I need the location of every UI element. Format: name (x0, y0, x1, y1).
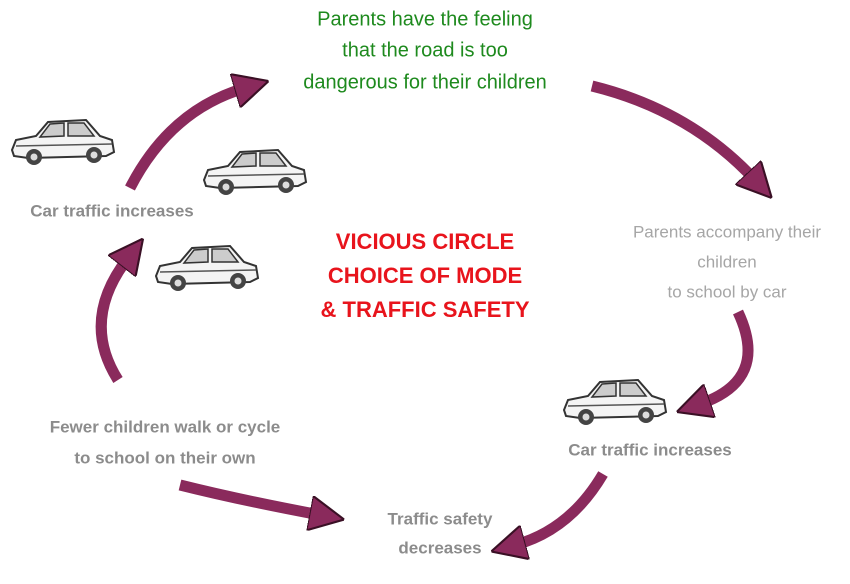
node: Parents have the feeling that the road i… (303, 8, 546, 93)
arrow (700, 309, 754, 404)
car (11, 119, 115, 166)
node-line: Traffic safety (388, 509, 493, 528)
node-line: that the road is too (342, 39, 508, 61)
car (155, 245, 259, 292)
arrow (125, 88, 245, 191)
arrows (95, 80, 755, 545)
arrow (178, 479, 320, 515)
node-line: decreases (398, 538, 481, 557)
car (563, 379, 667, 426)
node: Traffic safety decreases (388, 509, 493, 557)
node: Parents accompany their children to scho… (633, 222, 821, 301)
arrow (515, 471, 608, 545)
node-line: children (697, 252, 757, 271)
node-line: to school on their own (74, 448, 255, 467)
node: Car traffic increases (30, 201, 193, 220)
title-line: & TRAFFIC SAFETY (321, 297, 530, 322)
node-line: Fewer children walk or cycle (50, 417, 281, 436)
arrow (95, 258, 128, 383)
node-line: Parents have the feeling (317, 8, 533, 30)
center-title: VICIOUS CIRCLE CHOICE OF MODE & TRAFFIC … (321, 229, 530, 322)
node-line: Parents accompany their (633, 222, 821, 241)
node: Fewer children walk or cycle to school o… (50, 417, 281, 467)
node-line: dangerous for their children (303, 71, 546, 93)
node-line: Car traffic increases (568, 440, 731, 459)
node-line: Car traffic increases (30, 201, 193, 220)
node-line: to school by car (667, 282, 786, 301)
car (203, 149, 307, 196)
title-line: VICIOUS CIRCLE (336, 229, 514, 254)
node: Car traffic increases (568, 440, 731, 459)
title-line: CHOICE OF MODE (328, 263, 522, 288)
arrow (590, 80, 755, 180)
